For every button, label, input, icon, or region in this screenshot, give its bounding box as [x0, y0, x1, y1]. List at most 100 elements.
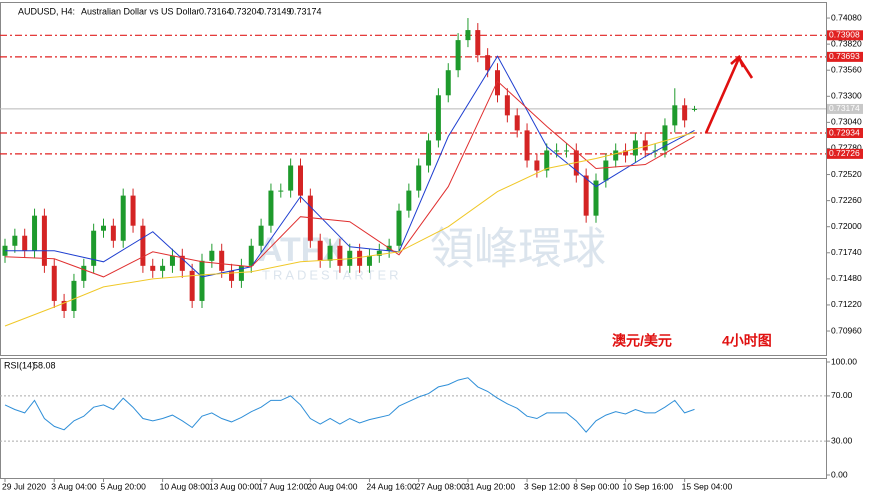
- candle-body: [514, 115, 520, 131]
- candle-body: [169, 255, 175, 266]
- candle-body: [278, 190, 284, 192]
- x-tick-label: 17 Aug 12:00: [258, 481, 308, 491]
- candle-body: [435, 95, 441, 141]
- candle-body: [199, 260, 205, 301]
- watermark-name: 領峰環球: [430, 225, 606, 274]
- candle-body: [455, 40, 461, 71]
- candle-body: [81, 265, 87, 281]
- y-tick-label: 0.72780: [831, 143, 862, 153]
- candle-body: [416, 165, 422, 191]
- candle-body: [554, 150, 560, 152]
- candle-body: [524, 130, 530, 161]
- x-tick-label: 13 Aug 00:00: [209, 481, 259, 491]
- y-tick-label: 0.73040: [831, 117, 862, 127]
- watermark-tagline: TRADESTARTER: [262, 267, 402, 282]
- candle-body: [189, 270, 195, 301]
- x-tick-label: 24 Aug 16:00: [366, 481, 416, 491]
- candle-body: [603, 160, 609, 181]
- candle-body: [179, 255, 185, 271]
- rsi-tick-label: 30.00: [831, 435, 853, 445]
- description: Australian Dollar vs US Dollar: [81, 6, 200, 16]
- arrow-head: [730, 54, 745, 68]
- moving-average: [4, 131, 695, 327]
- x-tick-label: 10 Sep 16:00: [623, 481, 674, 491]
- price-panel: [0, 2, 827, 356]
- y-tick-label: 0.72260: [831, 195, 862, 205]
- y-tick-label: 0.74080: [831, 12, 862, 22]
- candle-body: [229, 270, 235, 281]
- candle-body: [22, 235, 28, 251]
- candle-body: [347, 250, 353, 266]
- annotation-pair: 澳元/美元: [612, 333, 672, 349]
- candle-body: [238, 265, 244, 281]
- candle-body: [12, 235, 18, 246]
- x-tick-label: 27 Aug 08:00: [416, 481, 466, 491]
- level-label-box: [827, 30, 863, 41]
- quote-high: 0.73204: [229, 6, 262, 16]
- x-tick-label: 3 Sep 12:00: [524, 481, 570, 491]
- candle-body: [563, 150, 569, 152]
- x-tick-label: 5 Aug 20:00: [101, 481, 147, 491]
- candle-body: [219, 250, 225, 271]
- candle-body: [642, 140, 648, 151]
- candle-body: [327, 245, 333, 261]
- candle-body: [32, 215, 38, 251]
- x-tick-label: 8 Sep 00:00: [573, 481, 619, 491]
- rsi-panel: [0, 358, 827, 479]
- candle-body: [632, 140, 638, 156]
- annotation-timeframe: 4小时图: [722, 333, 772, 349]
- rsi-tick-label: 0.00: [831, 469, 848, 479]
- candle-body: [209, 250, 215, 261]
- candle-body: [593, 180, 599, 216]
- candle-body: [248, 245, 254, 266]
- rsi-value: 58.08: [33, 360, 56, 370]
- candle-body: [150, 265, 156, 271]
- level-label-box: [827, 51, 863, 62]
- candle-body: [140, 225, 146, 266]
- candle-body: [376, 250, 382, 256]
- level-label: 0.72934: [829, 127, 860, 137]
- x-tick-label: 31 Aug 20:00: [465, 481, 515, 491]
- x-tick-label: 10 Aug 08:00: [160, 481, 210, 491]
- candle-body: [91, 230, 97, 266]
- candle-body: [396, 210, 402, 246]
- level-label: 0.73693: [829, 51, 860, 61]
- candle-body: [662, 125, 668, 151]
- candle-body: [258, 225, 264, 246]
- candle-body: [485, 55, 491, 71]
- x-tick-label: 29 Jul 2020: [2, 481, 46, 491]
- candle-body: [534, 160, 540, 171]
- candle-body: [160, 265, 166, 271]
- candle-body: [51, 265, 57, 301]
- candle-body: [268, 190, 274, 226]
- candle-body: [298, 165, 303, 196]
- candle-body: [337, 245, 343, 266]
- x-tick-label: 3 Aug 04:00: [51, 481, 97, 491]
- candle-body: [623, 150, 629, 156]
- x-tick-label: 15 Sep 04:00: [682, 481, 733, 491]
- symbol: AUDUSD, H4:: [18, 6, 75, 16]
- candle-body: [130, 195, 136, 226]
- candle-body: [495, 70, 500, 96]
- rsi-title: RSI(14): [4, 360, 35, 370]
- candle-body: [613, 150, 619, 161]
- candle-body: [120, 195, 126, 241]
- candle-body: [465, 30, 471, 41]
- quote-close: 0.73174: [289, 6, 322, 16]
- candle-body: [426, 140, 432, 166]
- level-label-box: [827, 148, 863, 159]
- candle-body: [406, 190, 412, 211]
- y-tick-label: 0.73300: [831, 91, 862, 101]
- candle-body: [366, 255, 372, 266]
- y-tick-label: 0.70960: [831, 325, 862, 335]
- rsi-tick-label: 70.00: [831, 390, 853, 400]
- level-label-box: [827, 128, 863, 139]
- candle-body: [101, 225, 106, 231]
- candle-body: [110, 225, 116, 241]
- moving-average: [5, 55, 695, 278]
- y-tick-label: 0.71480: [831, 273, 862, 283]
- y-tick-label: 0.71220: [831, 299, 862, 309]
- candle-body: [61, 300, 67, 311]
- candle-body: [504, 95, 510, 116]
